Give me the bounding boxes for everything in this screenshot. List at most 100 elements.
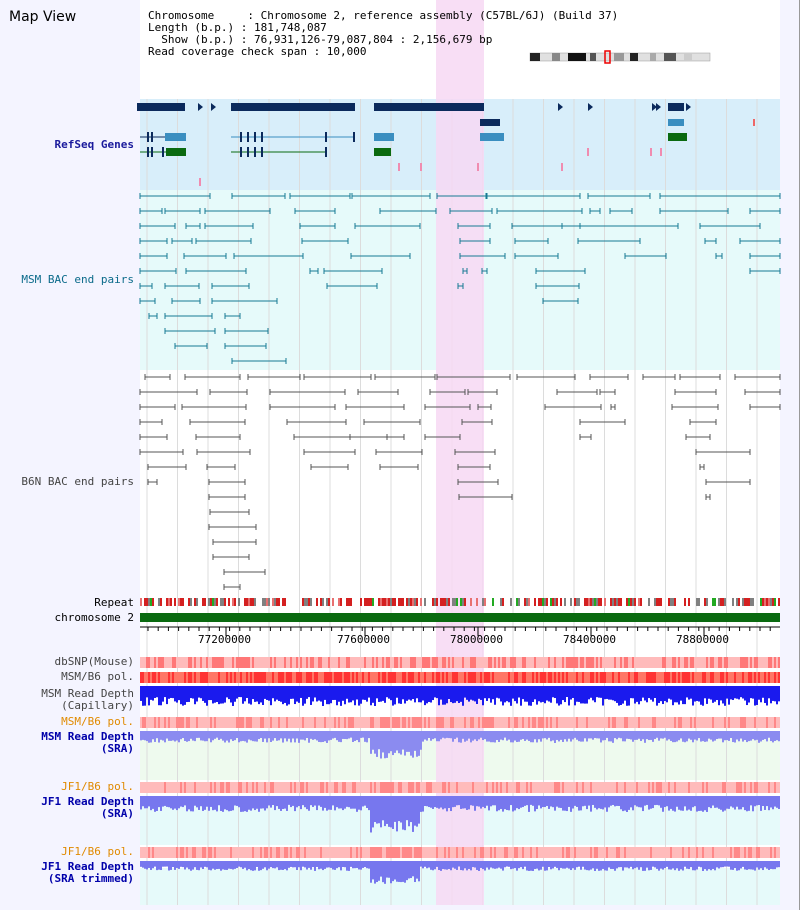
jf1-depth-sra-bar bbox=[704, 796, 706, 811]
dbsnp-strip bbox=[182, 657, 184, 668]
dbsnp-strip bbox=[222, 657, 224, 668]
msm-depth-cap-bar bbox=[380, 686, 382, 702]
dbsnp-strip bbox=[338, 657, 340, 668]
track-label-dbsnp[interactable]: dbSNP(Mouse) bbox=[54, 655, 134, 668]
jf1-depth-trim-bar bbox=[354, 861, 356, 869]
repeat-mark bbox=[460, 598, 462, 606]
jf1-depth-sra-bar bbox=[564, 796, 566, 811]
jf1-depth-sra-bar bbox=[444, 796, 446, 809]
jf1-pol-strip-1 bbox=[258, 782, 260, 793]
dbsnp-strip bbox=[760, 657, 762, 668]
msm-pol-strip-2 bbox=[566, 717, 568, 728]
repeat-mark bbox=[768, 598, 770, 606]
jf1-pol-strip-1 bbox=[544, 782, 546, 793]
dbsnp-strip bbox=[142, 657, 144, 668]
dbsnp-strip bbox=[698, 657, 700, 668]
jf1-pol-strip-2 bbox=[582, 847, 584, 858]
gene-arrow bbox=[558, 103, 563, 111]
jf1-depth-sra-bar bbox=[608, 796, 610, 808]
track-label-msm-pol-2[interactable]: MSM/B6 pol. bbox=[61, 715, 134, 728]
track-label-msm-depth-sra[interactable]: MSM Read Depth (SRA) bbox=[41, 730, 134, 755]
msm-depth-cap-bar bbox=[646, 686, 648, 703]
repeat-mark bbox=[248, 598, 250, 606]
track-label-chromosome: chromosome 2 bbox=[54, 611, 134, 624]
track-label-refseq[interactable]: RefSeq Genes bbox=[54, 138, 134, 151]
msm-depth-sra-bar bbox=[472, 731, 474, 741]
jf1-depth-trim-bar bbox=[688, 861, 690, 870]
msm-pol-strip-1 bbox=[628, 672, 630, 683]
jf1-depth-trim-bar bbox=[274, 861, 276, 869]
jf1-pol-strip-2 bbox=[708, 847, 710, 858]
jf1-pol-strip-1 bbox=[746, 782, 748, 793]
msm-pol-strip-2 bbox=[316, 717, 318, 728]
msm-pol-strip-1 bbox=[512, 672, 514, 683]
track-label-jf1-depth-trim[interactable]: JF1 Read Depth (SRA trimmed) bbox=[41, 860, 134, 885]
msm-depth-sra-bar bbox=[168, 731, 170, 741]
jf1-depth-trim-bar bbox=[690, 861, 692, 868]
msm-depth-cap-bar bbox=[636, 686, 638, 702]
jf1-pol-strip-1 bbox=[350, 782, 352, 793]
repeat-mark bbox=[674, 598, 676, 606]
jf1-pol-strip-2 bbox=[482, 847, 484, 858]
jf1-depth-sra-bar bbox=[506, 796, 508, 811]
dbsnp-strip bbox=[454, 657, 456, 668]
repeat-mark bbox=[420, 598, 422, 606]
jf1-pol-strip-1 bbox=[638, 782, 640, 793]
msm-depth-cap-bar bbox=[698, 686, 700, 702]
jf1-depth-trim-bar bbox=[382, 861, 384, 883]
msm-depth-sra-bar bbox=[614, 731, 616, 739]
msm-pol-strip-2 bbox=[474, 717, 476, 728]
track-label-jf1-depth-sra[interactable]: JF1 Read Depth (SRA) bbox=[41, 795, 134, 820]
jf1-pol-strip-1 bbox=[192, 782, 194, 793]
repeat-mark bbox=[268, 598, 270, 606]
jf1-depth-sra-bar bbox=[294, 796, 296, 812]
jf1-depth-sra-bar bbox=[550, 796, 552, 807]
msm-pol-strip-2 bbox=[320, 717, 322, 728]
dbsnp-strip bbox=[730, 657, 732, 668]
track-label-repeat[interactable]: Repeat bbox=[94, 596, 134, 609]
msm-pol-strip-2 bbox=[358, 717, 360, 728]
jf1-pol-strip-1 bbox=[752, 782, 754, 793]
msm-pol-strip-1 bbox=[162, 672, 164, 683]
jf1-depth-sra-bar bbox=[594, 796, 596, 808]
repeat-mark bbox=[150, 598, 152, 606]
jf1-depth-sra-bar bbox=[270, 796, 272, 808]
jf1-depth-trim-bar bbox=[386, 861, 388, 878]
msm-pol-strip-2 bbox=[152, 717, 154, 728]
msm-depth-sra-bar bbox=[370, 731, 372, 754]
msm-pol-strip-2 bbox=[248, 717, 250, 728]
track-label-msm-bac[interactable]: MSM BAC end pairs bbox=[21, 273, 134, 286]
track-label-msm-depth-cap[interactable]: MSM Read Depth (Capillary) bbox=[41, 687, 134, 712]
msm-pol-strip-1 bbox=[400, 672, 402, 683]
jf1-pol-strip-1 bbox=[548, 782, 550, 793]
msm-depth-cap-bar bbox=[442, 686, 444, 705]
msm-pol-strip-1 bbox=[496, 672, 498, 683]
snp-mark bbox=[660, 148, 662, 156]
msm-pol-strip-1 bbox=[172, 672, 174, 683]
msm-pol-strip-1 bbox=[320, 672, 322, 683]
msm-depth-sra-bar bbox=[238, 731, 240, 743]
msm-depth-cap-bar bbox=[522, 686, 524, 700]
jf1-depth-trim-bar bbox=[554, 861, 556, 867]
jf1-pol-strip-1 bbox=[538, 782, 540, 793]
jf1-depth-sra-bar bbox=[284, 796, 286, 809]
jf1-pol-strip-2 bbox=[630, 847, 632, 858]
jf1-pol-strip-2 bbox=[538, 847, 540, 858]
track-label-b6n-bac[interactable]: B6N BAC end pairs bbox=[21, 475, 134, 488]
track-label-jf1-pol-1[interactable]: JF1/B6 pol. bbox=[61, 780, 134, 793]
msm-depth-sra-bar bbox=[496, 731, 498, 741]
dbsnp-strip bbox=[756, 657, 758, 668]
track-label-jf1-pol-2[interactable]: JF1/B6 pol. bbox=[61, 845, 134, 858]
msm-depth-cap-bar bbox=[320, 686, 322, 702]
jf1-pol-strip-2 bbox=[334, 847, 336, 858]
track-label-msm-pol-1[interactable]: MSM/B6 pol. bbox=[61, 670, 134, 683]
jf1-depth-trim-bar bbox=[262, 861, 264, 869]
dbsnp-strip bbox=[162, 657, 164, 668]
msm-pol-strip-2 bbox=[398, 717, 400, 728]
jf1-pol-strip-2 bbox=[556, 847, 558, 858]
msm-pol-strip-1 bbox=[474, 672, 476, 683]
msm-depth-cap-bar bbox=[418, 686, 420, 703]
jf1-pol-strip-1 bbox=[510, 782, 512, 793]
msm-depth-cap-bar bbox=[714, 686, 716, 702]
msm-depth-cap-bar bbox=[642, 686, 644, 698]
